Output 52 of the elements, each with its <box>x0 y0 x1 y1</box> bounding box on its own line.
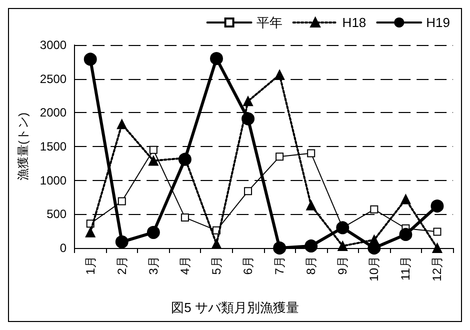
point <box>368 242 381 254</box>
point <box>307 149 316 158</box>
x-tick-label: 8月 <box>304 256 318 275</box>
point <box>243 96 254 106</box>
x-tick-label: 9月 <box>336 256 350 275</box>
point <box>276 152 284 161</box>
point <box>274 70 285 80</box>
point <box>85 227 96 238</box>
x-tick-label: 3月 <box>146 256 160 275</box>
point <box>148 156 158 166</box>
point <box>115 235 128 248</box>
x-tick-label: 11月 <box>398 256 413 280</box>
x-tick-label: 4月 <box>178 256 192 275</box>
y-tick-label: 500 <box>46 207 67 222</box>
y-tick-label: 3000 <box>40 38 67 52</box>
y-tick-label: 2000 <box>40 106 67 120</box>
point <box>433 228 442 236</box>
x-tick-label: 6月 <box>241 256 256 275</box>
y-axis-title: 漁獲量(トン) <box>16 112 30 180</box>
point <box>399 228 412 241</box>
y-tick-label: 1000 <box>40 173 67 188</box>
point <box>370 205 378 214</box>
legend-label: H18 <box>342 15 366 30</box>
y-tick-label: 0 <box>60 241 67 255</box>
legend-label: H19 <box>426 15 450 30</box>
point <box>400 194 411 204</box>
point <box>118 197 126 206</box>
point <box>211 238 222 249</box>
point <box>306 200 316 210</box>
x-tick-label: 10月 <box>367 256 382 282</box>
point <box>116 119 127 130</box>
point <box>210 52 223 66</box>
point <box>146 226 160 239</box>
point <box>432 243 442 253</box>
point <box>242 112 255 126</box>
point <box>180 214 189 222</box>
y-tick-label: 2500 <box>40 72 67 86</box>
text: 図5 サバ類月別漁獲量 <box>171 300 299 315</box>
point <box>430 200 444 213</box>
point <box>84 52 97 66</box>
point <box>338 240 348 251</box>
point <box>244 187 252 196</box>
y-tick-label: 1500 <box>40 140 67 154</box>
point <box>304 239 318 252</box>
point <box>149 146 158 154</box>
legend-label: 平年 <box>256 15 282 30</box>
x-tick-label: 2月 <box>114 256 129 275</box>
x-tick-label: 1月 <box>83 256 98 275</box>
x-tick-label: 12月 <box>430 256 444 282</box>
x-tick-label: 7月 <box>272 256 287 275</box>
point <box>273 242 286 254</box>
x-tick-label: 5月 <box>209 256 224 275</box>
